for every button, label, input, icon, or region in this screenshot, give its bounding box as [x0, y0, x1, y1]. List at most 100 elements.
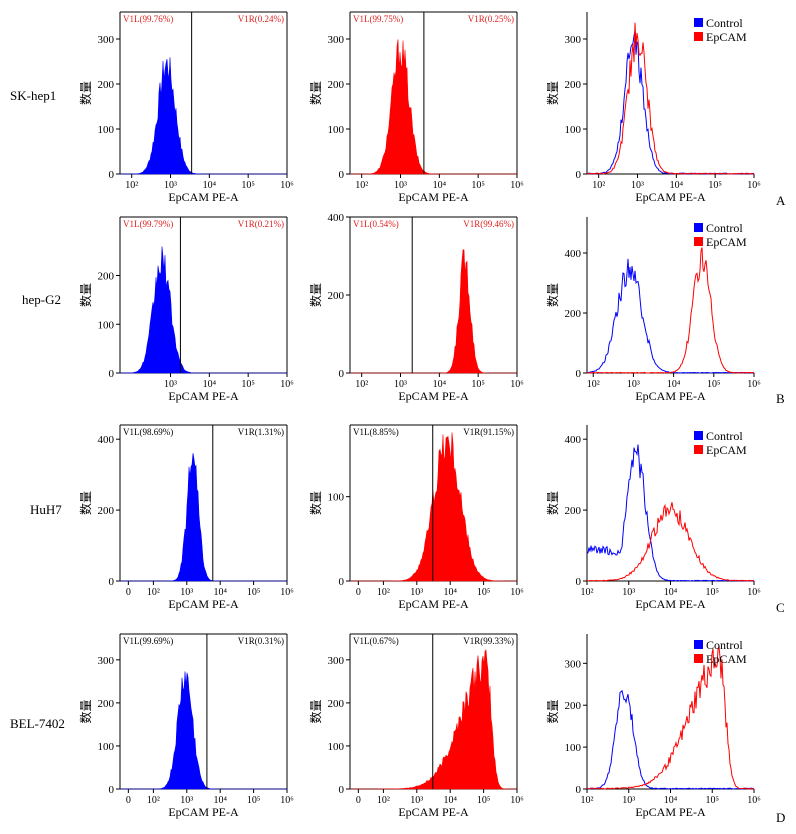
legend-label-epcam: EpCAM: [706, 30, 747, 44]
gate-left-label: V1L(98.69%): [123, 427, 173, 437]
y-tick-label: 0: [109, 169, 115, 181]
chart-panel-2-0: 0 200 400 0 10² 10³ 10⁴ 10⁵ 10⁶ EpCAM PE-A 数量 V1L(9…: [78, 424, 294, 611]
chart-panel-1-0: 0 100 200 10³ 10⁴ 10⁵ 10⁶ EpCAM PE-A 数量 V1L(99.79…: [78, 216, 294, 403]
legend-swatch-control: [694, 431, 703, 440]
x-tick-label: 10²: [592, 180, 605, 191]
y-tick-label: 0: [339, 576, 345, 588]
x-axis-label: EpCAM PE-A: [398, 389, 469, 403]
y-tick-label: 300: [328, 655, 345, 667]
chart-panel-1-1: 0 200 400 10² 10³ 10⁴ 10⁵ 10⁶ EpCAM PE-A 数量 V1L(0.…: [308, 212, 524, 403]
chart-panel-2-2: 0 200 400 10² 10³ 10⁴ 10⁵ 10⁶ EpCAM PE-A 数量 Contro…: [545, 425, 761, 611]
legend-swatch-epcam: [694, 32, 703, 41]
y-tick-label: 200: [565, 308, 582, 320]
y-tick-label: 200: [328, 79, 345, 91]
legend-label-epcam: EpCAM: [706, 652, 747, 666]
x-tick-label: 10²: [125, 180, 138, 191]
y-tick-label: 0: [576, 169, 582, 181]
y-axis-label: 数量: [308, 699, 323, 723]
x-tick-label: 10⁶: [510, 379, 524, 390]
gate-left-label: V1L(8.85%): [353, 427, 399, 437]
x-tick-label: 10⁵: [247, 587, 261, 598]
x-tick-label: 10²: [355, 180, 368, 191]
x-tick-label: 10²: [147, 795, 160, 806]
x-axis-label: EpCAM PE-A: [635, 190, 706, 204]
x-tick-label: 10⁵: [471, 180, 485, 191]
x-axis-label: EpCAM PE-A: [168, 597, 239, 611]
x-axis-label: EpCAM PE-A: [168, 389, 239, 403]
gate-left-label: V1L(99.76%): [123, 14, 173, 24]
x-tick-label: 0: [356, 795, 361, 806]
chart-panel-0-0: 0 100 200 300 10² 10³ 10⁴ 10⁵ 10⁶ EpCAM PE-A 数量 V1L…: [78, 11, 294, 204]
y-tick-label: 200: [98, 505, 115, 517]
panel-letter-c: C: [776, 600, 785, 615]
y-tick-label: 400: [98, 434, 115, 446]
x-axis-label: EpCAM PE-A: [635, 805, 706, 819]
x-tick-label: 10⁵: [247, 795, 261, 806]
x-tick-label: 10²: [147, 587, 160, 598]
gate-left-label: V1L(0.54%): [353, 219, 399, 229]
x-tick-label: 10³: [631, 180, 644, 191]
x-tick-label: 10⁴: [433, 379, 447, 390]
histogram-fill: [120, 57, 287, 175]
y-tick-label: 200: [98, 79, 115, 91]
x-tick-label: 10⁶: [510, 795, 524, 806]
y-tick-label: 200: [328, 290, 345, 302]
y-axis-label: 数量: [545, 81, 560, 105]
legend-label-epcam: EpCAM: [706, 235, 747, 249]
y-axis-label: 数量: [545, 491, 560, 515]
y-tick-label: 0: [576, 576, 582, 588]
series-line-control: [586, 30, 755, 175]
y-tick-label: 200: [565, 505, 582, 517]
y-tick-label: 400: [565, 434, 582, 446]
y-axis-label: 数量: [78, 699, 93, 723]
x-tick-label: 10⁴: [203, 180, 217, 191]
x-tick-label: 10⁴: [670, 180, 684, 191]
panel-letter-a: A: [776, 193, 786, 208]
chart-panel-0-1: 0 100 200 300 10² 10³ 10⁴ 10⁵ 10⁶ EpCAM PE-A 数量 V1L…: [308, 11, 524, 204]
gate-left-label: V1L(99.79%): [123, 219, 173, 229]
legend-label-control: Control: [706, 429, 743, 443]
legend-swatch-control: [694, 640, 703, 649]
y-tick-label: 300: [328, 34, 345, 46]
y-axis-label: 数量: [78, 491, 93, 515]
x-tick-label: 0: [126, 795, 131, 806]
x-tick-label: 10³: [622, 587, 635, 598]
x-tick-label: 10⁵: [708, 180, 722, 191]
y-axis-label: 数量: [308, 81, 323, 105]
x-tick-label: 10⁵: [241, 379, 255, 390]
x-tick-label: 10³: [394, 379, 407, 390]
chart-panel-1-2: 0 200 400 10² 10³ 10⁴ 10⁵ 10⁶ EpCAM PE-A 数量 Contro…: [545, 217, 761, 403]
x-tick-label: 10²: [581, 795, 594, 806]
series-line-epcam: [586, 646, 755, 790]
gate-right-label: V1R(0.24%): [238, 14, 284, 24]
row-label-sk-hep1: SK-hep1: [10, 88, 57, 103]
x-tick-label: 10⁶: [747, 180, 761, 191]
x-tick-label: 10²: [355, 379, 368, 390]
gate-left-label: V1L(99.69%): [123, 636, 173, 646]
y-tick-label: 400: [565, 248, 582, 260]
x-axis-label: EpCAM PE-A: [398, 597, 469, 611]
x-tick-label: 0: [356, 587, 361, 598]
x-tick-label: 10³: [410, 795, 423, 806]
legend-label-epcam: EpCAM: [706, 443, 747, 457]
gate-right-label: V1R(1.31%): [238, 427, 284, 437]
y-tick-label: 300: [565, 34, 582, 46]
chart-panel-3-2: 0 100 200 300 10² 10³ 10⁴ 10⁵ 10⁶ EpCAM PE-A 数量 Con…: [545, 634, 761, 819]
series-line-control: [586, 444, 755, 582]
legend-swatch-epcam: [694, 654, 703, 663]
y-axis-label: 数量: [78, 283, 93, 307]
x-tick-label: 10³: [180, 587, 193, 598]
y-tick-label: 200: [565, 79, 582, 91]
gate-right-label: V1R(99.46%): [463, 219, 514, 229]
row-label-bel-7402: BEL-7402: [10, 716, 65, 731]
chart-panel-2-1: 0 100 0 10² 10³ 10⁴ 10⁵ 10⁶ EpCAM PE-A 数量 V1L(8.85…: [308, 424, 524, 611]
x-tick-label: 10²: [587, 379, 600, 390]
histogram-fill: [350, 39, 517, 175]
histogram-fill: [119, 246, 287, 374]
x-tick-label: 10³: [622, 795, 635, 806]
y-tick-label: 0: [109, 576, 115, 588]
y-tick-label: 300: [565, 658, 582, 670]
x-tick-label: 10⁵: [241, 180, 255, 191]
